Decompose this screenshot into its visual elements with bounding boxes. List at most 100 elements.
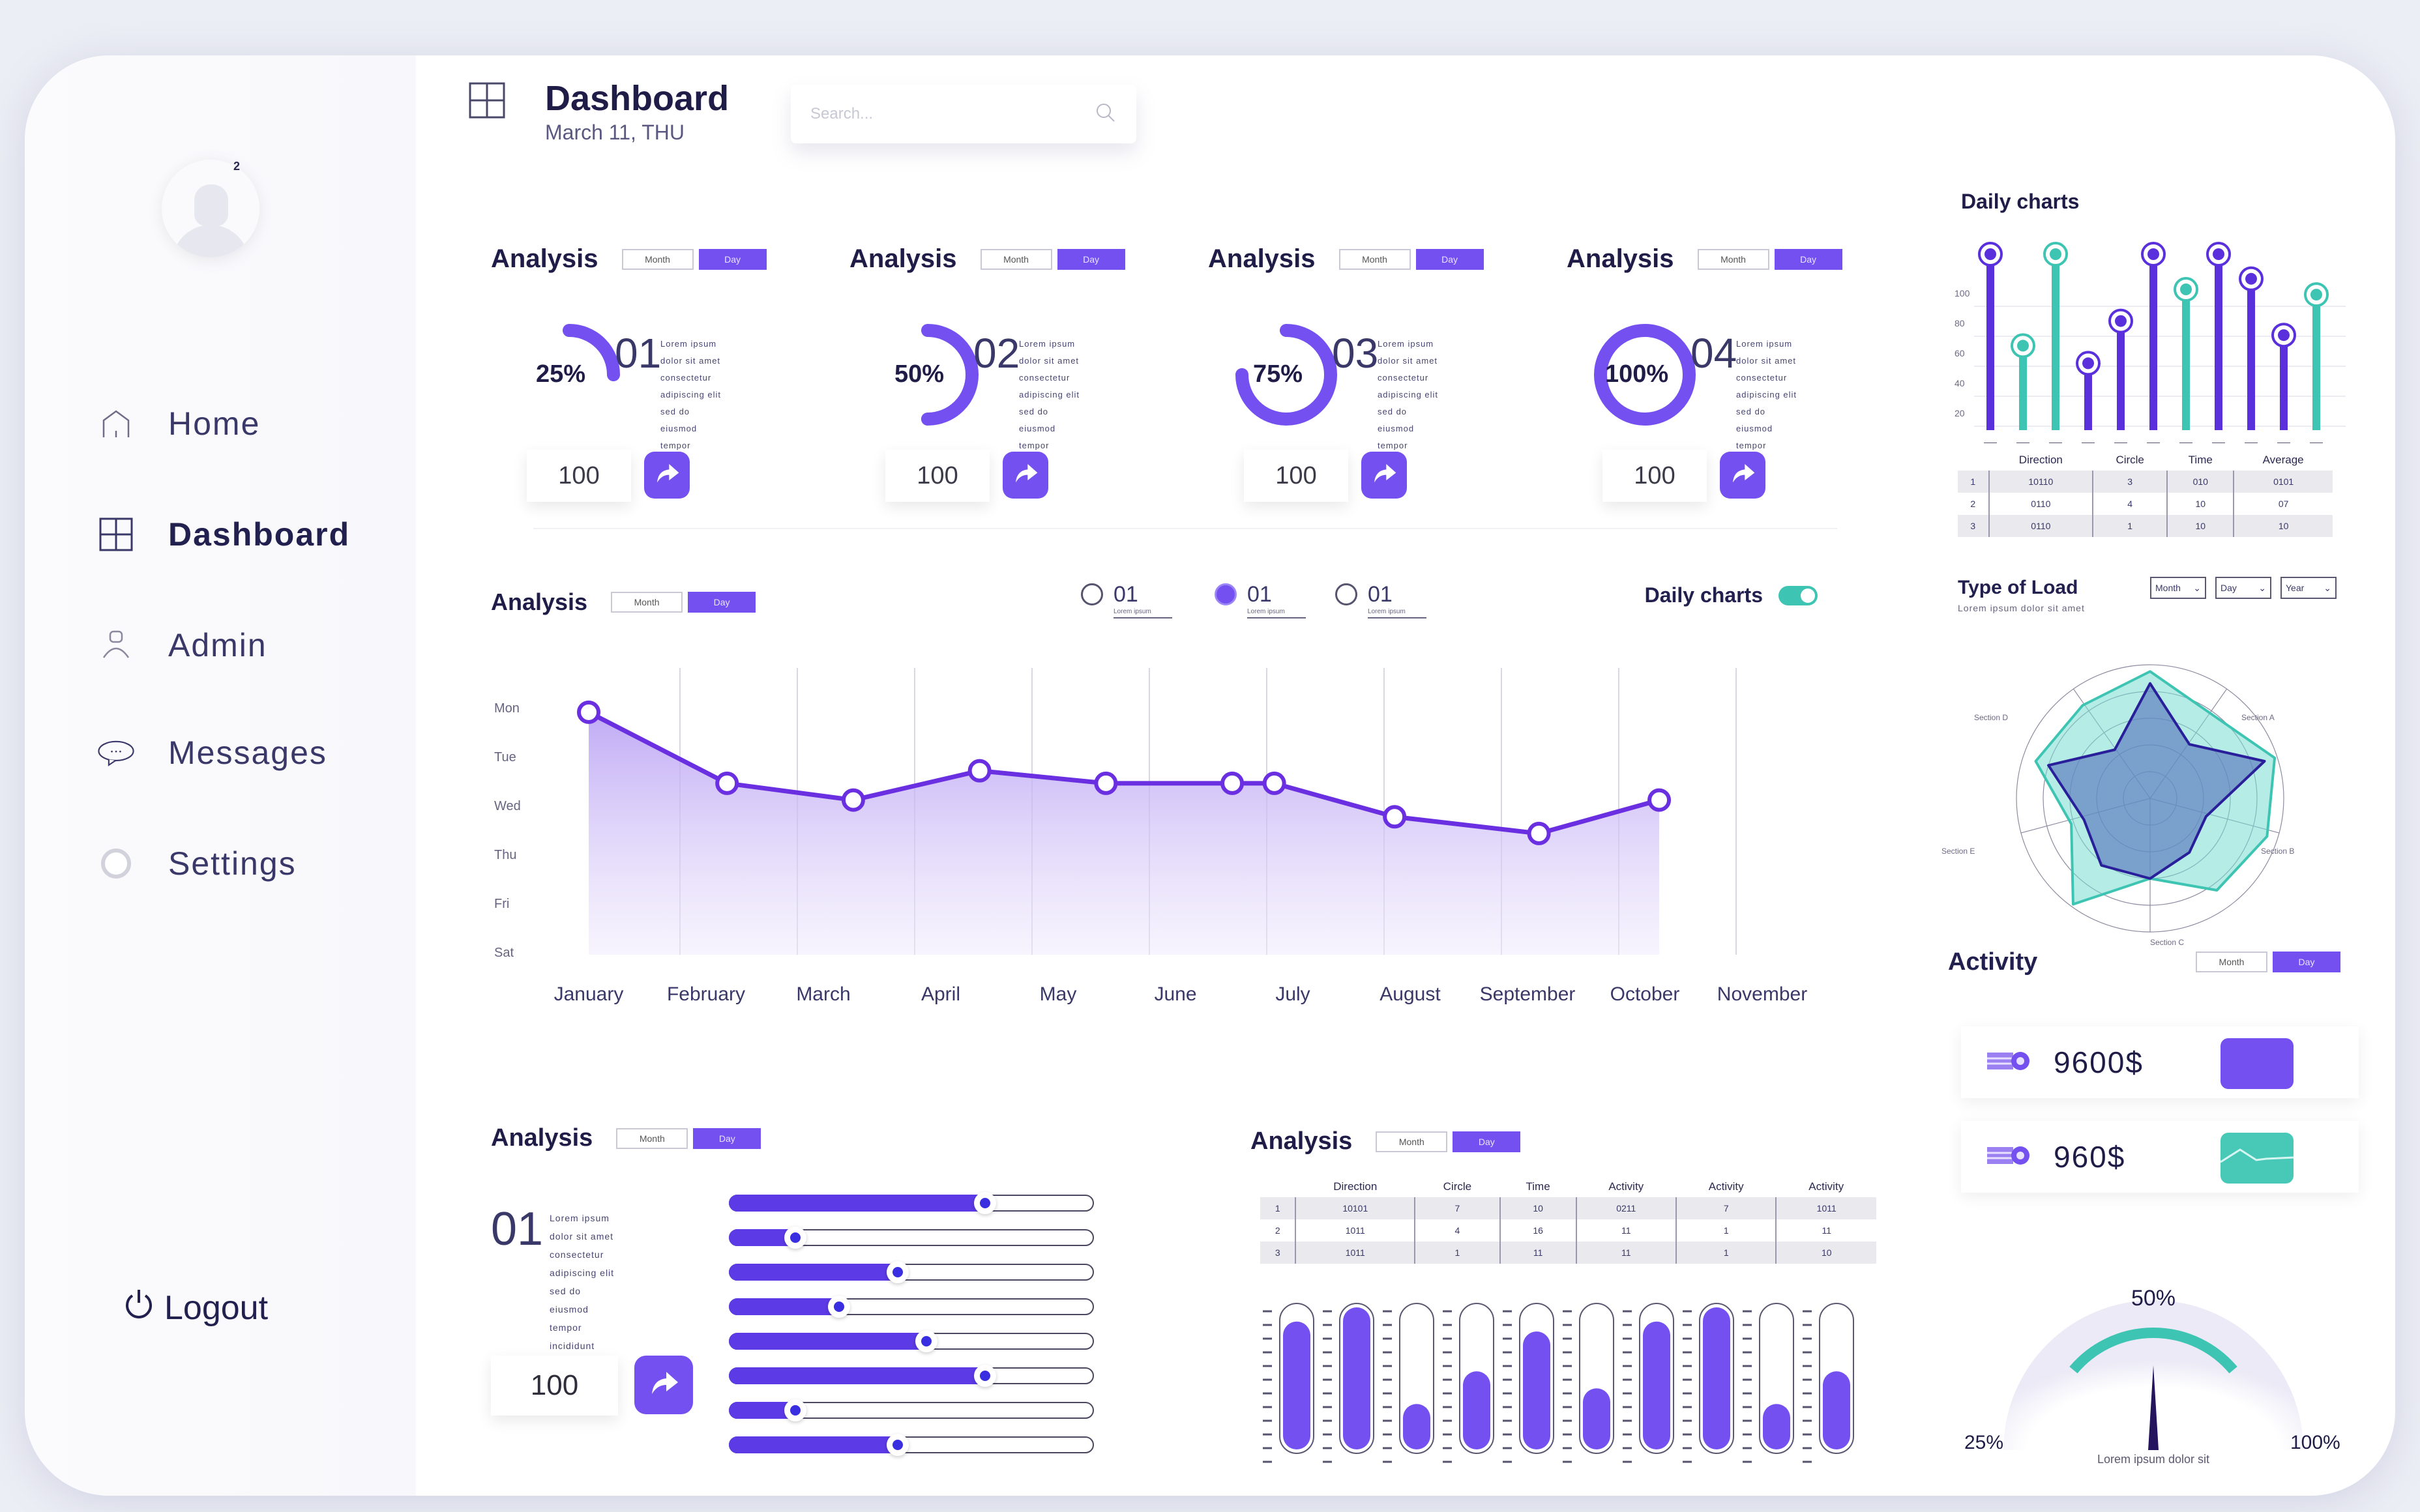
legend-radio[interactable] <box>1081 583 1103 605</box>
table-row[interactable]: 1 10101 7 10 0211 7 1011 <box>1260 1197 1876 1219</box>
legend-item[interactable]: 01 Lorem ipsum <box>1335 583 1426 618</box>
slider-handle[interactable] <box>974 1192 996 1214</box>
day-button[interactable]: Day <box>2273 952 2340 972</box>
lollipop-dot <box>2310 289 2322 301</box>
value-field[interactable]: 100 <box>1602 450 1707 502</box>
month-button[interactable]: Month <box>621 248 694 270</box>
avatar[interactable] <box>162 160 259 257</box>
share-button[interactable] <box>634 1356 693 1414</box>
data-point[interactable] <box>1262 771 1286 795</box>
slider-handle[interactable] <box>974 1365 996 1387</box>
day-button[interactable]: Day <box>1774 248 1842 270</box>
value-field[interactable]: 100 <box>527 450 631 502</box>
search-icon[interactable] <box>1095 102 1117 127</box>
month-button[interactable]: Month <box>980 248 1052 270</box>
data-point[interactable] <box>577 700 600 724</box>
slider-track[interactable] <box>729 1261 1094 1283</box>
slider-track[interactable] <box>729 1192 1094 1214</box>
month-select[interactable]: Month ⌄ <box>2150 577 2206 599</box>
day-select[interactable]: Day ⌄ <box>2215 577 2271 599</box>
sidebar-item-dashboard[interactable]: Dashboard <box>96 505 350 564</box>
share-button[interactable] <box>1361 452 1407 499</box>
table-row[interactable]: 2 0110 4 10 07 <box>1958 493 2333 515</box>
sidebar-item-messages[interactable]: • • • Messages <box>96 723 327 782</box>
day-button[interactable]: Day <box>1453 1131 1521 1152</box>
day-button[interactable]: Day <box>698 248 767 270</box>
slider-handle[interactable] <box>915 1330 938 1352</box>
month-button[interactable]: Month <box>1697 248 1769 270</box>
main-content: Dashboard March 11, THU AnalysisMonthDay… <box>416 55 1883 1496</box>
value-field[interactable]: 100 <box>885 450 990 502</box>
month-button[interactable]: Month <box>611 592 683 613</box>
activity-card[interactable]: 960$ <box>1961 1121 2359 1193</box>
share-arrow-icon <box>1371 463 1397 488</box>
slider-handle[interactable] <box>886 1434 909 1456</box>
month-button[interactable]: Month <box>1338 248 1411 270</box>
sidebar-item-home[interactable]: Home <box>96 394 260 453</box>
value-field[interactable]: 100 <box>491 1356 618 1416</box>
legend-text: Lorem ipsum <box>1247 605 1306 618</box>
day-button[interactable]: Day <box>688 592 756 613</box>
sidebar-item-admin[interactable]: Admin <box>96 616 267 675</box>
slider-track[interactable] <box>729 1365 1094 1387</box>
data-point[interactable] <box>715 771 739 795</box>
table-row[interactable]: 2 1011 4 16 11 1 11 <box>1260 1219 1876 1242</box>
share-button[interactable] <box>1003 452 1048 499</box>
month-button[interactable]: Month <box>2196 952 2267 972</box>
data-point[interactable] <box>967 759 992 783</box>
toggle-switch[interactable] <box>1778 585 1818 605</box>
panel-header: Analysis Month Day <box>849 244 1125 274</box>
logout-button[interactable]: Logout <box>123 1287 268 1328</box>
radar-axis-label: Section C <box>2150 938 2184 947</box>
slider-track[interactable] <box>729 1227 1094 1249</box>
share-arrow-icon <box>1012 463 1039 488</box>
share-button[interactable] <box>1720 452 1765 499</box>
capsule-chart <box>1263 1303 1854 1463</box>
search-input[interactable] <box>810 105 1095 123</box>
month-button[interactable]: Month <box>1376 1131 1448 1152</box>
table-row[interactable]: 3 0110 1 10 10 <box>1958 515 2333 537</box>
gauge-chart: 50% 25% 100% Lorem ipsum dolor sit <box>1964 1286 2340 1466</box>
data-point[interactable] <box>841 788 865 812</box>
day-button[interactable]: Day <box>1415 248 1484 270</box>
slider-track[interactable] <box>729 1399 1094 1421</box>
legend-radio-selected[interactable] <box>1215 583 1237 605</box>
lollipop-dot <box>2017 340 2029 352</box>
table-cell: 11 <box>1499 1242 1576 1264</box>
wallet-icon <box>1987 1144 2031 1170</box>
data-point[interactable] <box>1220 771 1245 795</box>
period-toggle: Month Day <box>980 248 1125 270</box>
value-field[interactable]: 100 <box>1244 450 1348 502</box>
day-button[interactable]: Day <box>1057 248 1125 270</box>
slider-handle[interactable] <box>828 1296 850 1318</box>
slider-track[interactable] <box>729 1434 1094 1456</box>
table-row[interactable]: 3 1011 1 11 11 1 10 <box>1260 1242 1876 1264</box>
data-point[interactable] <box>1094 771 1118 795</box>
sidebar-item-label: Settings <box>168 845 297 882</box>
legend-item[interactable]: 01 Lorem ipsum <box>1215 583 1306 618</box>
share-button[interactable] <box>644 452 690 499</box>
share-arrow-icon <box>648 1371 679 1400</box>
sidebar-item-settings[interactable]: Settings <box>96 834 297 893</box>
y-tick-label: 80 <box>1955 318 1965 328</box>
slider-handle[interactable] <box>784 1227 806 1249</box>
grid-icon <box>96 515 136 554</box>
day-button[interactable]: Day <box>693 1127 761 1149</box>
table-row[interactable]: 1 10110 3 010 0101 <box>1958 471 2333 493</box>
month-button[interactable]: Month <box>616 1127 688 1149</box>
data-point[interactable] <box>1647 788 1672 812</box>
year-select[interactable]: Year ⌄ <box>2280 577 2337 599</box>
activity-card[interactable]: 9600$ <box>1961 1026 2359 1098</box>
slider-track[interactable] <box>729 1330 1094 1352</box>
data-point[interactable] <box>1383 805 1407 829</box>
data-point[interactable] <box>1527 821 1551 845</box>
radar-series-purple[interactable] <box>2047 682 2266 880</box>
daily-charts-title: Daily charts <box>1961 186 2079 215</box>
percent-label: 100% <box>1605 360 1669 388</box>
slider-track[interactable] <box>729 1296 1094 1318</box>
sidebar-item-label: Home <box>168 405 261 442</box>
slider-handle[interactable] <box>886 1261 909 1283</box>
slider-handle[interactable] <box>784 1399 806 1421</box>
legend-item[interactable]: 01 Lorem ipsum <box>1081 583 1172 618</box>
legend-radio[interactable] <box>1335 583 1357 605</box>
